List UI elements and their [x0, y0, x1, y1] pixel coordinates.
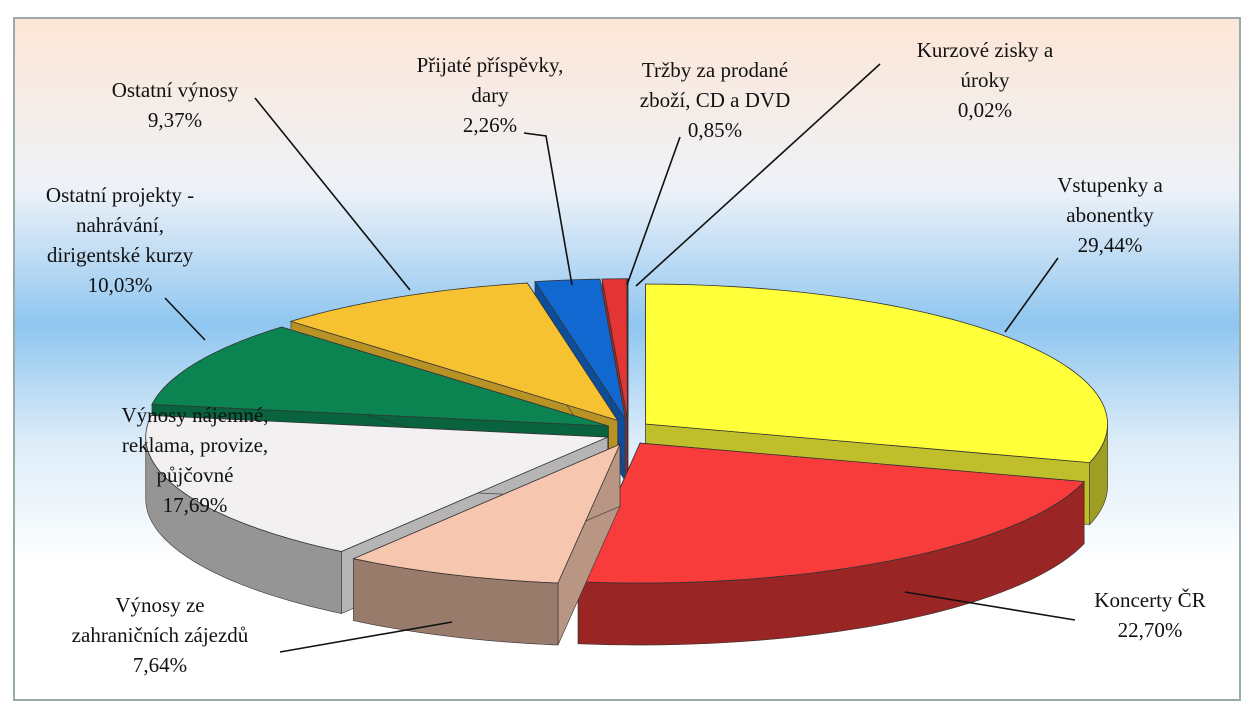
slice-label: Ostatní výnosy: [112, 78, 239, 102]
leader-line: [164, 297, 206, 341]
slice-label-line: zboží, CD a DVD: [640, 88, 790, 112]
leader-line: [523, 132, 573, 286]
slice-label-line: nahrávání,: [76, 213, 164, 237]
slice-label: Přijaté příspěvky, dary: [417, 53, 564, 107]
slice-label: Výnosy ze zahraničních zájezdů: [72, 593, 249, 647]
slice-label: Výnosy nájemné, reklama, provize, půjčovné: [122, 403, 269, 487]
slice: [577, 442, 1086, 584]
leader-line: [279, 621, 453, 653]
slice-label-line: Ostatní výnosy: [112, 78, 239, 102]
slice-value-label: 10,03%: [88, 273, 153, 297]
leader-line: [1004, 257, 1059, 333]
leader-line: [904, 591, 1076, 621]
slice-label-line: Tržby za prodané: [642, 58, 788, 82]
slice: [627, 278, 629, 419]
slice-label-line: Ostatní projekty -: [46, 183, 194, 207]
slice-label-line: Koncerty ČR: [1094, 588, 1205, 612]
slice-value-label: 9,37%: [148, 108, 202, 132]
leader-line: [635, 63, 881, 287]
slice-label-line: dary: [471, 83, 509, 107]
slice: [645, 283, 1108, 464]
slice: [151, 326, 609, 427]
slice-label-line: Kurzové zisky a: [917, 38, 1054, 62]
slice-value-label: 29,44%: [1078, 233, 1143, 257]
slice-label-line: úroky: [961, 68, 1010, 92]
slice-label-line: půjčovné: [157, 463, 234, 487]
leader-line: [626, 136, 681, 286]
slice-label-line: abonentky: [1066, 203, 1154, 227]
slice-value-label: 7,64%: [133, 653, 187, 677]
slice-label-line: Přijaté příspěvky,: [417, 53, 564, 77]
slice-label: Vstupenky a abonentky: [1057, 173, 1163, 227]
slice-value-label: 0,02%: [958, 98, 1012, 122]
slice-value-label: 22,70%: [1118, 618, 1183, 642]
slice-label: Kurzové zisky a úroky: [917, 38, 1054, 92]
slice-label-line: zahraničních zájezdů: [72, 623, 249, 647]
leader-line: [254, 97, 411, 291]
slice-label: Koncerty ČR: [1094, 588, 1205, 612]
slice: [289, 282, 619, 422]
slice-label: Tržby za prodané zboží, CD a DVD: [640, 58, 790, 112]
slice-value-label: 0,85%: [688, 118, 742, 142]
slice-label-line: Výnosy ze: [115, 593, 204, 617]
slice: [145, 415, 608, 552]
slice-label-line: reklama, provize,: [122, 433, 268, 457]
slice-label: Ostatní projekty - nahrávání, dirigentské …: [46, 183, 194, 267]
slice: [534, 278, 626, 420]
slice-value-label: 2,26%: [463, 113, 517, 137]
slice-label-line: dirigentské kurzy: [47, 243, 194, 267]
slice-value-label: 17,69%: [163, 493, 228, 517]
slice: [601, 278, 628, 419]
slice-label-line: Výnosy nájemné,: [122, 403, 269, 427]
slice: [352, 443, 621, 584]
slice-label-line: Vstupenky a: [1057, 173, 1163, 197]
